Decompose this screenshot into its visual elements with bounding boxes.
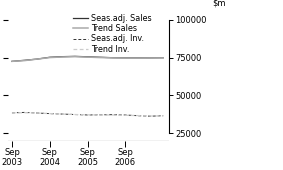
Legend: Seas.adj. Sales, Trend Sales, Seas.adj. Inv., Trend Inv.: Seas.adj. Sales, Trend Sales, Seas.adj. …: [73, 13, 153, 54]
Y-axis label: $m: $m: [213, 0, 226, 8]
